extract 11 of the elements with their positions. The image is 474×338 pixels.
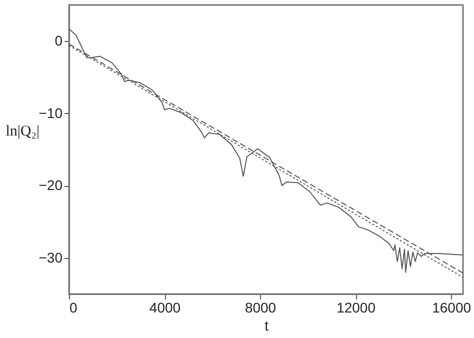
y-tick-label: 0	[54, 32, 63, 49]
x-tick-label: 16000	[432, 300, 472, 316]
x-axis-title: t	[264, 318, 269, 334]
x-tick-label: 0	[70, 300, 78, 316]
x-tick-label: 8000	[244, 300, 276, 316]
y-tick-label: −10	[38, 104, 63, 121]
x-tick-label: 12000	[336, 300, 376, 316]
y-tick-label: −30	[38, 249, 63, 266]
y-tick-label: −20	[38, 177, 63, 194]
y-axis-title: ln|Q₂|	[6, 124, 40, 140]
x-tick-label: 4000	[149, 300, 181, 316]
